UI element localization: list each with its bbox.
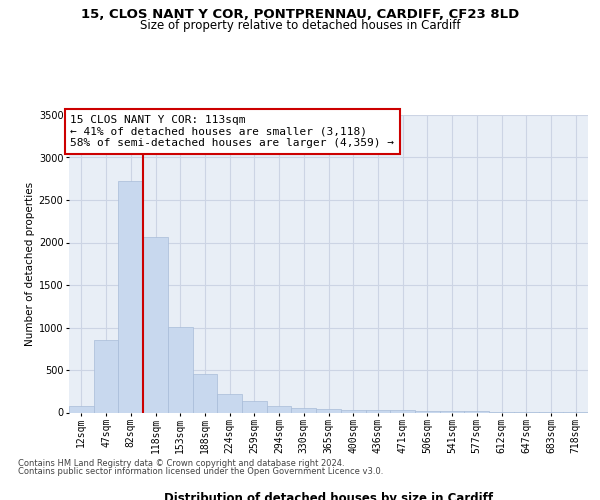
- Bar: [440, 411, 464, 412]
- Y-axis label: Number of detached properties: Number of detached properties: [25, 182, 35, 346]
- Bar: [168, 326, 193, 412]
- Text: Contains public sector information licensed under the Open Government Licence v3: Contains public sector information licen…: [18, 467, 383, 476]
- Bar: [69, 406, 94, 412]
- Text: Size of property relative to detached houses in Cardiff: Size of property relative to detached ho…: [140, 19, 460, 32]
- Bar: [118, 182, 143, 412]
- X-axis label: Distribution of detached houses by size in Cardiff: Distribution of detached houses by size …: [164, 492, 493, 500]
- Bar: [193, 374, 217, 412]
- Bar: [292, 408, 316, 412]
- Bar: [341, 410, 365, 412]
- Bar: [267, 406, 292, 412]
- Text: Contains HM Land Registry data © Crown copyright and database right 2024.: Contains HM Land Registry data © Crown c…: [18, 458, 344, 468]
- Bar: [415, 411, 440, 412]
- Bar: [390, 410, 415, 412]
- Bar: [94, 340, 118, 412]
- Bar: [316, 408, 341, 412]
- Text: 15 CLOS NANT Y COR: 113sqm
← 41% of detached houses are smaller (3,118)
58% of s: 15 CLOS NANT Y COR: 113sqm ← 41% of deta…: [70, 115, 394, 148]
- Bar: [143, 238, 168, 412]
- Bar: [242, 400, 267, 412]
- Bar: [365, 410, 390, 412]
- Bar: [217, 394, 242, 412]
- Text: 15, CLOS NANT Y COR, PONTPRENNAU, CARDIFF, CF23 8LD: 15, CLOS NANT Y COR, PONTPRENNAU, CARDIF…: [81, 8, 519, 20]
